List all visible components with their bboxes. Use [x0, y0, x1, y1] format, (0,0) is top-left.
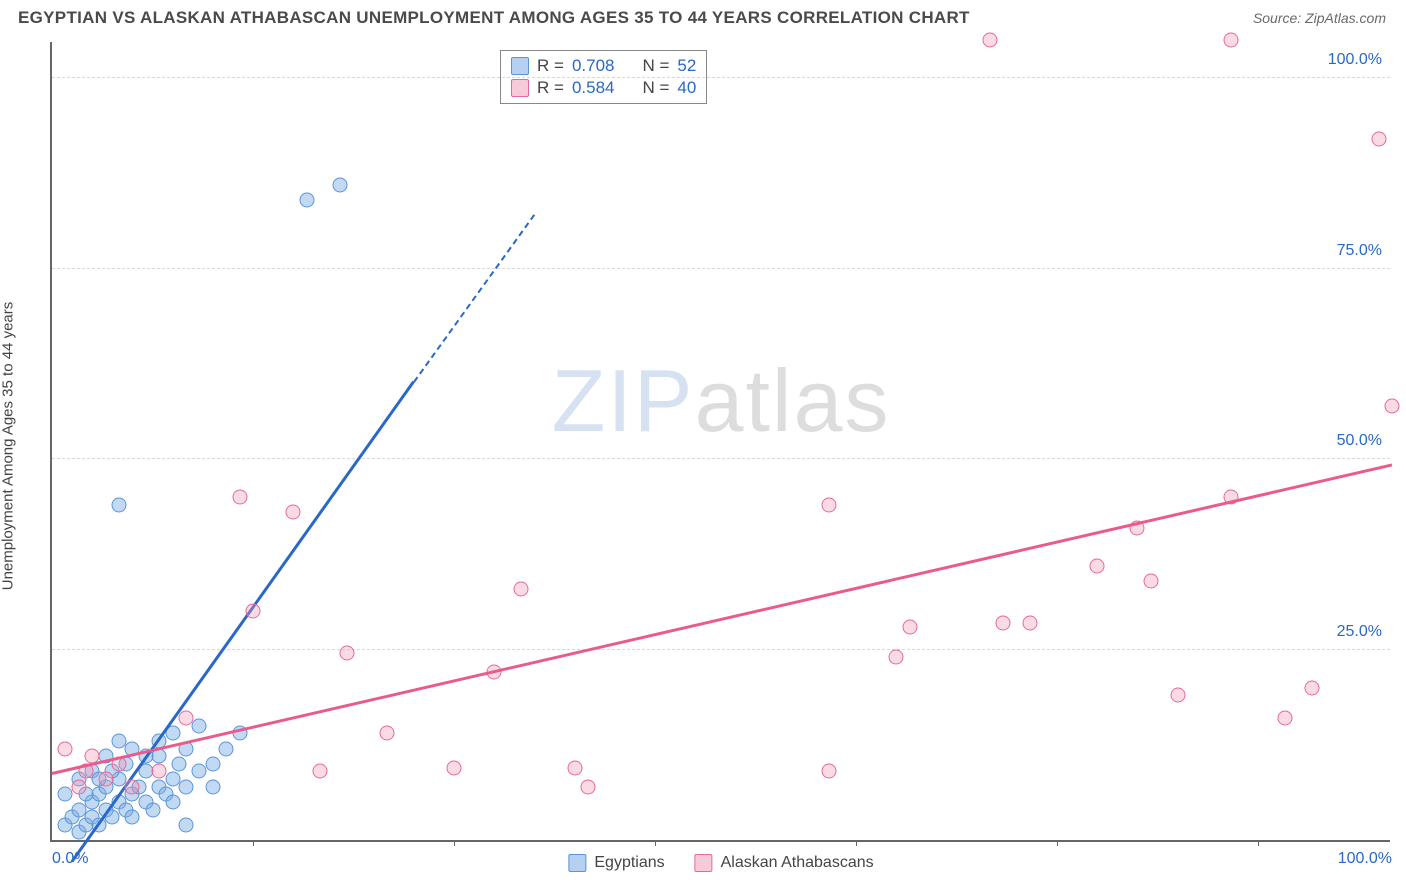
legend-item: Egyptians	[568, 854, 664, 872]
data-point	[581, 779, 596, 794]
data-point	[125, 779, 140, 794]
data-point	[313, 764, 328, 779]
data-point	[1224, 33, 1239, 48]
watermark: ZIPatlas	[552, 350, 891, 452]
scatter-plot: ZIPatlas R =0.708N =52R =0.584N =40 Egyp…	[50, 42, 1390, 842]
data-point	[58, 787, 73, 802]
data-point	[165, 794, 180, 809]
data-point	[380, 726, 395, 741]
data-point	[232, 490, 247, 505]
data-point	[192, 764, 207, 779]
trend-line-dash	[413, 214, 535, 383]
x-tick-mark	[655, 840, 656, 846]
stats-row: R = 0.584 N = 40	[511, 77, 696, 99]
stats-row: R = 0.708 N = 52	[511, 55, 696, 77]
trend-line	[52, 464, 1393, 775]
data-point	[246, 604, 261, 619]
data-point	[1371, 132, 1386, 147]
data-point	[1304, 680, 1319, 695]
data-point	[71, 779, 86, 794]
data-point	[567, 760, 582, 775]
data-point	[299, 193, 314, 208]
n-label: N =	[642, 78, 669, 98]
data-point	[179, 779, 194, 794]
data-point	[179, 711, 194, 726]
data-point	[333, 177, 348, 192]
data-point	[205, 756, 220, 771]
data-point	[983, 33, 998, 48]
data-point	[447, 760, 462, 775]
trend-line	[71, 380, 415, 862]
n-value: 40	[677, 78, 696, 98]
legend-label: Egyptians	[594, 854, 664, 872]
data-point	[219, 741, 234, 756]
r-label: R =	[537, 78, 564, 98]
x-tick-label: 100.0%	[1338, 850, 1392, 868]
data-point	[1023, 615, 1038, 630]
data-point	[902, 619, 917, 634]
data-point	[152, 764, 167, 779]
x-tick-mark	[253, 840, 254, 846]
data-point	[125, 810, 140, 825]
data-point	[889, 650, 904, 665]
y-tick-label: 25.0%	[1337, 623, 1382, 641]
gridline	[52, 268, 1390, 269]
gridline	[52, 649, 1390, 650]
data-point	[179, 817, 194, 832]
data-point	[145, 802, 160, 817]
data-point	[112, 497, 127, 512]
series-legend: Egyptians Alaskan Athabascans	[568, 854, 873, 872]
legend-label: Alaskan Athabascans	[721, 854, 874, 872]
x-tick-mark	[454, 840, 455, 846]
n-label: N =	[642, 56, 669, 76]
data-point	[98, 772, 113, 787]
x-tick-mark	[1057, 840, 1058, 846]
data-point	[58, 741, 73, 756]
data-point	[996, 615, 1011, 630]
data-point	[514, 581, 529, 596]
legend-swatch-icon	[695, 854, 713, 872]
x-tick-mark	[1258, 840, 1259, 846]
y-tick-label: 50.0%	[1337, 432, 1382, 450]
data-point	[822, 497, 837, 512]
chart-title: EGYPTIAN VS ALASKAN ATHABASCAN UNEMPLOYM…	[18, 8, 970, 28]
data-point	[1277, 711, 1292, 726]
y-tick-label: 100.0%	[1328, 51, 1382, 69]
r-value: 0.708	[572, 56, 615, 76]
source-attribution: Source: ZipAtlas.com	[1253, 10, 1386, 26]
data-point	[339, 646, 354, 661]
gridline	[52, 77, 1390, 78]
data-point	[286, 505, 301, 520]
y-tick-label: 75.0%	[1337, 242, 1382, 260]
r-label: R =	[537, 56, 564, 76]
title-bar: EGYPTIAN VS ALASKAN ATHABASCAN UNEMPLOYM…	[0, 0, 1406, 34]
legend-item: Alaskan Athabascans	[695, 854, 874, 872]
legend-swatch-icon	[511, 79, 529, 97]
r-value: 0.584	[572, 78, 615, 98]
data-point	[192, 718, 207, 733]
x-tick-mark	[856, 840, 857, 846]
data-point	[822, 764, 837, 779]
n-value: 52	[677, 56, 696, 76]
data-point	[205, 779, 220, 794]
data-point	[1143, 573, 1158, 588]
gridline	[52, 458, 1390, 459]
data-point	[1385, 398, 1400, 413]
data-point	[172, 756, 187, 771]
legend-swatch-icon	[568, 854, 586, 872]
data-point	[1170, 688, 1185, 703]
legend-swatch-icon	[511, 57, 529, 75]
data-point	[1090, 558, 1105, 573]
